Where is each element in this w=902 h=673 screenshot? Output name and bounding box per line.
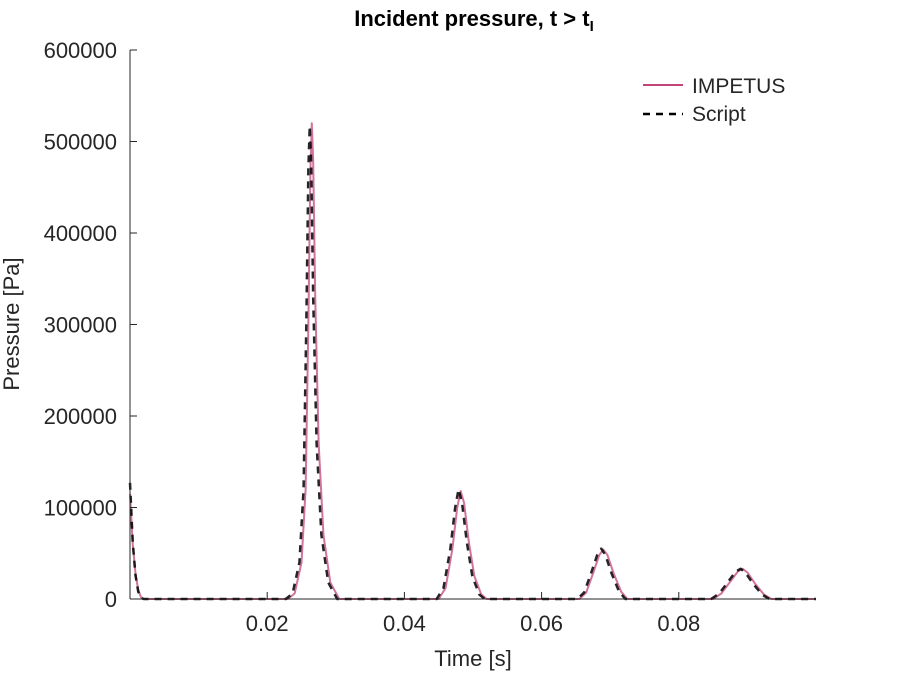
x-axis-label: Time [s] — [434, 646, 511, 671]
y-axis-label: Pressure [Pa] — [0, 257, 24, 390]
y-tick-label: 200000 — [44, 404, 117, 429]
y-ticks: 0 100000 200000 300000 400000 500000 600000 — [44, 38, 137, 612]
chart-title: Incident pressure, t > tI — [354, 6, 594, 35]
series-line-impetus — [129, 122, 816, 600]
y-tick-label: 500000 — [44, 130, 117, 155]
y-tick-label: 0 — [105, 587, 117, 612]
x-tick-label: 0.08 — [657, 611, 700, 636]
x-ticks: 0.02 0.04 0.06 0.08 — [246, 592, 700, 636]
series-line-script — [128, 124, 816, 601]
x-tick-label: 0.06 — [520, 611, 563, 636]
y-tick-label: 400000 — [44, 221, 117, 246]
y-tick-label: 600000 — [44, 38, 117, 63]
x-tick-label: 0.04 — [383, 611, 426, 636]
chart-title-subscript: I — [590, 18, 594, 35]
y-tick-label: 300000 — [44, 313, 117, 338]
series-layer — [128, 122, 816, 601]
legend-label-impetus: IMPETUS — [692, 75, 785, 98]
x-tick-label: 0.02 — [246, 611, 289, 636]
legend: IMPETUS Script — [643, 75, 785, 126]
chart-title-text: Incident pressure, t > t — [354, 6, 590, 31]
y-tick-label: 100000 — [44, 496, 117, 521]
legend-label-script: Script — [692, 103, 746, 126]
